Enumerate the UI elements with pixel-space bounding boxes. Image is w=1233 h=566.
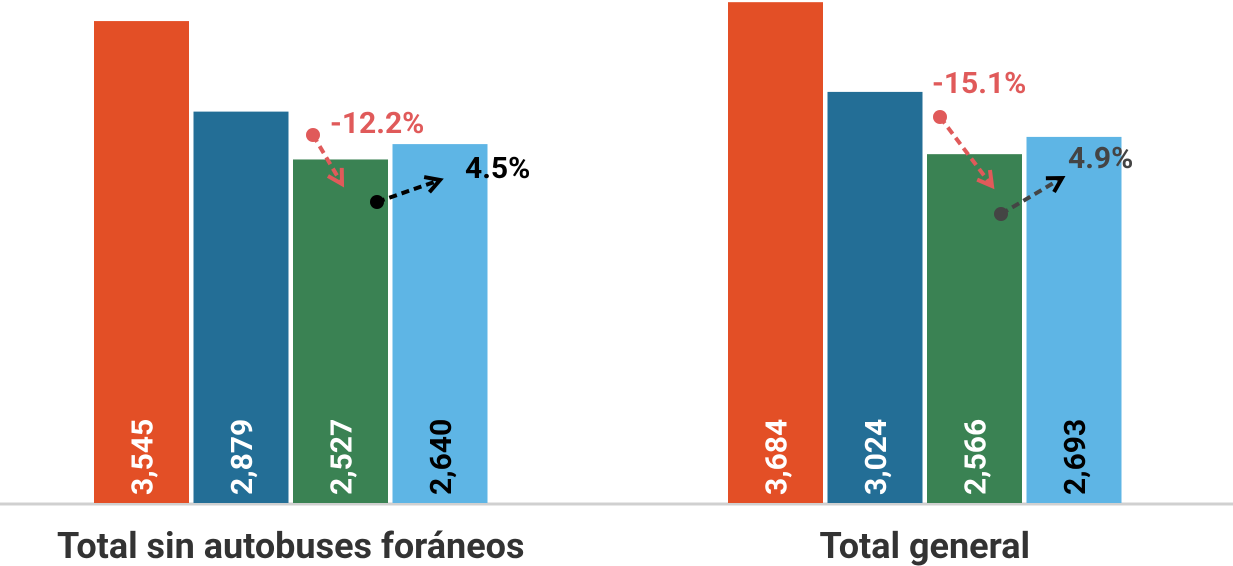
bar [94,21,189,503]
category-label: Total sin autobuses foráneos [57,525,524,566]
value-label: 3,024 [859,419,894,495]
annotation: -15.1% [932,66,1026,101]
category-label: Total general [819,525,1030,566]
value-label: 3,684 [760,419,795,495]
value-label: 2,527 [325,419,360,495]
bar [728,2,823,503]
bar [1026,136,1122,503]
annotation-dot [306,128,320,142]
value-label: 2,640 [424,419,459,495]
annotation-arrow [376,175,444,204]
annotation: -12.2% [330,106,424,141]
bar [827,91,923,503]
annotation-arrow [999,175,1066,216]
annotation: 4.5% [465,151,530,186]
value-label: 2,566 [959,419,994,495]
bar [392,144,488,503]
annotation-dot [370,195,384,209]
bar [193,111,289,503]
value-label: 2,693 [1058,419,1093,495]
annotation-arrow [311,133,345,188]
bar [293,159,388,503]
value-label: 2,879 [225,419,260,495]
annotation-dot [994,207,1008,221]
annotation-arrow [938,115,995,190]
value-label: 3,545 [126,419,161,495]
annotation: 4.9% [1068,141,1133,176]
annotation-dot [933,110,947,124]
